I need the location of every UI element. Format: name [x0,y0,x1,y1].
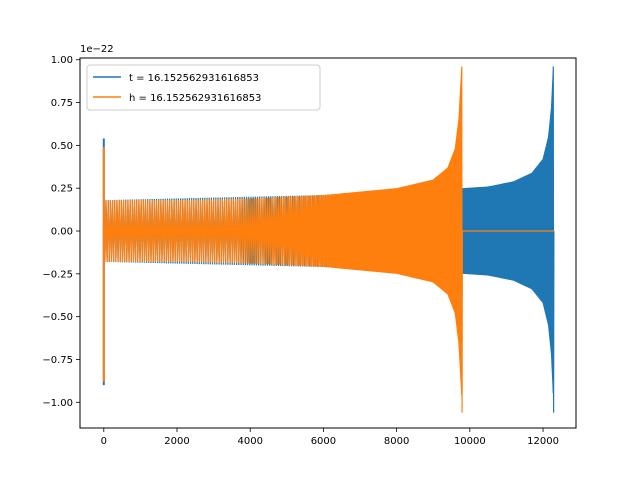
series-layer [102,66,555,413]
series-h [102,66,555,413]
x-tick-label: 2000 [164,436,189,447]
y-tick-label: 0.25 [51,184,73,195]
x-tick-label: 8000 [384,436,409,447]
y-axis: −1.00 −0.75 −0.50 −0.25 0.00 0.25 0.50 0.75 1.00 [42,55,80,409]
y-tick-label: −0.75 [42,355,73,366]
x-tick-label: 10000 [454,436,486,447]
x-tick-label: 0 [101,436,107,447]
x-tick-label: 4000 [237,436,262,447]
y-tick-label: −0.50 [42,312,73,323]
y-tick-label: 0.00 [51,227,73,238]
legend-label-t: t = 16.152562931616853 [129,73,259,84]
y-tick-label: −1.00 [42,398,73,409]
x-axis: 0 2000 4000 6000 8000 10000 12000 [101,428,559,447]
legend-label-h: h = 16.152562931616853 [129,93,261,104]
y-tick-label: 1.00 [51,55,73,66]
y-offset-label: 1e−22 [80,44,114,55]
legend-box [86,64,321,111]
axes-frame [79,57,577,429]
x-tick-label: 6000 [311,436,336,447]
y-tick-label: 0.75 [51,98,73,109]
y-tick-label: −0.25 [42,269,73,280]
series-line [103,66,555,413]
y-tick-label: 0.50 [51,141,73,152]
x-tick-label: 12000 [527,436,559,447]
legend: t = 16.152562931616853 h = 16.1525629316… [86,64,321,111]
